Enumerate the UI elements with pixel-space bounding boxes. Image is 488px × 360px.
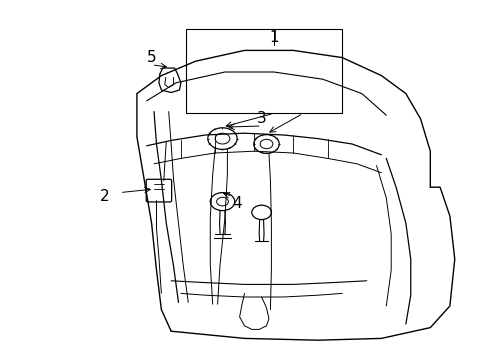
Circle shape	[253, 135, 279, 153]
Circle shape	[216, 197, 228, 206]
Circle shape	[215, 133, 229, 144]
Text: 2: 2	[100, 189, 110, 204]
Text: 1: 1	[268, 30, 278, 45]
Circle shape	[210, 193, 234, 211]
FancyBboxPatch shape	[146, 179, 171, 202]
Text: 4: 4	[232, 196, 242, 211]
Circle shape	[260, 139, 272, 149]
Text: 3: 3	[256, 111, 266, 126]
Bar	[185, 29, 342, 113]
Circle shape	[207, 128, 237, 149]
Circle shape	[251, 205, 271, 220]
Text: 5: 5	[146, 50, 156, 65]
